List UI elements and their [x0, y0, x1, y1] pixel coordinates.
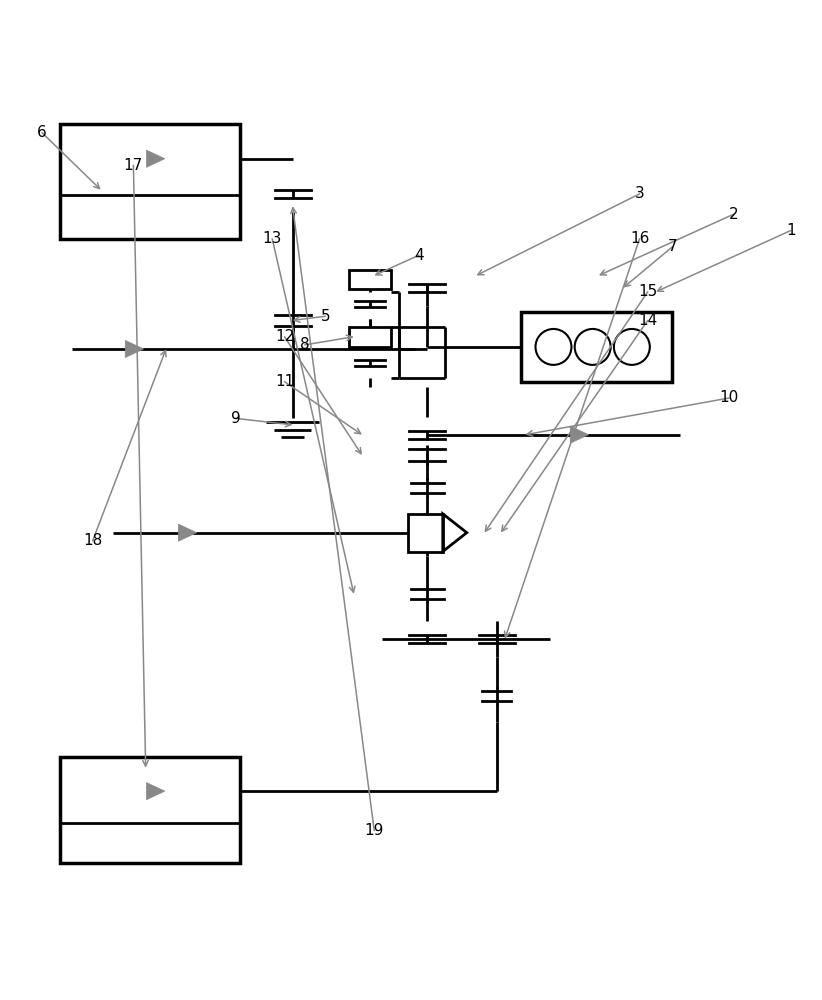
Polygon shape	[570, 426, 589, 443]
Bar	[521, 312, 672, 382]
Text: 2: 2	[728, 207, 738, 222]
Text: 4: 4	[414, 248, 424, 263]
Text: 10: 10	[720, 390, 739, 405]
Text: 8: 8	[300, 337, 310, 352]
Text: 7: 7	[667, 239, 677, 254]
Text: 5: 5	[321, 309, 330, 324]
Text: 16: 16	[630, 231, 649, 246]
Polygon shape	[178, 524, 196, 541]
Polygon shape	[125, 340, 144, 358]
Text: 9: 9	[231, 411, 240, 426]
Text: 17: 17	[124, 158, 143, 173]
Bar	[409, 514, 443, 552]
Text: 14: 14	[638, 313, 658, 328]
Text: 11: 11	[275, 374, 294, 389]
Bar	[349, 270, 391, 289]
Text: 18: 18	[83, 533, 102, 548]
Text: 15: 15	[638, 284, 658, 299]
Text: 19: 19	[365, 823, 384, 838]
Bar	[60, 757, 239, 863]
Bar	[60, 124, 239, 239]
Text: 3: 3	[635, 186, 644, 201]
Text: 12: 12	[275, 329, 294, 344]
Text: 6: 6	[37, 125, 47, 140]
Text: 13: 13	[262, 231, 282, 246]
Polygon shape	[146, 150, 165, 167]
Bar	[349, 327, 391, 347]
Polygon shape	[146, 783, 165, 800]
Text: 1: 1	[786, 223, 796, 238]
